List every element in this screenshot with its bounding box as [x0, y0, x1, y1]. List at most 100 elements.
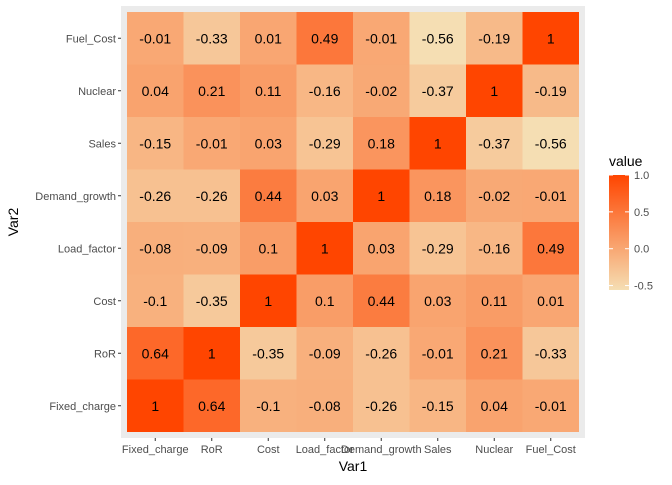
cell-value-label: -0.01: [365, 30, 397, 46]
heatmap-cell: [127, 64, 184, 117]
heatmap-cell: [353, 274, 410, 327]
cell-value-label: -0.26: [139, 188, 171, 204]
cell-value-label: 1: [208, 345, 216, 361]
cell-value-label: -0.15: [139, 135, 171, 151]
cell-value-label: 0.18: [368, 135, 395, 151]
cell-value-label: -0.26: [365, 345, 397, 361]
cell-value-label: -0.16: [309, 83, 341, 99]
heatmap-cell: [409, 379, 466, 432]
y-tick-label: Sales: [88, 138, 116, 150]
heatmap-cell: [409, 274, 466, 327]
heatmap-cell: [522, 327, 579, 380]
heatmap-cell: [127, 169, 184, 222]
cell-value-label: -0.01: [139, 30, 171, 46]
y-axis-ticks: Fixed_charge RoR Cost Load_factor Demand_gro…: [35, 33, 121, 413]
heatmap-cell: [522, 379, 579, 432]
heatmap-cell: [183, 222, 240, 275]
cell-value-label: 0.11: [481, 293, 507, 309]
y-tick-label: Load_factor: [58, 243, 116, 255]
cell-value-label: 0.01: [537, 293, 564, 309]
cell-value-label: 0.1: [259, 240, 279, 256]
cell-value-label: -0.56: [535, 135, 567, 151]
cell-value-label: -0.01: [535, 188, 567, 204]
heatmap-cell: [466, 117, 523, 170]
cell-value-label: 0.11: [255, 83, 281, 99]
heatmap-cell: [240, 12, 297, 65]
legend-tick-label: 0.0: [634, 244, 649, 256]
cell-value-label: -0.35: [196, 293, 228, 309]
heatmap-cell: [240, 64, 297, 117]
heatmap-cell: [296, 379, 353, 432]
legend-ticks: 1.0 0.5 0.0 -0.5: [609, 170, 653, 293]
cell-value-label: 1: [377, 188, 385, 204]
cell-value-label: -0.08: [139, 240, 171, 256]
cell-value-label: 1: [547, 30, 555, 46]
heatmap-cell: [127, 379, 184, 432]
cell-value-label: 0.64: [142, 345, 169, 361]
legend-colorbar: [609, 175, 629, 290]
cell-value-label: -0.19: [535, 83, 567, 99]
y-tick-label: Cost: [93, 296, 116, 308]
heatmap-cell: [296, 64, 353, 117]
cell-value-label: 0.44: [368, 293, 395, 309]
heatmap-cell: [409, 117, 466, 170]
cell-value-label: -0.01: [422, 345, 454, 361]
heatmap-cell: [522, 274, 579, 327]
cell-value-label: -0.29: [309, 135, 341, 151]
heatmap-cell: [466, 222, 523, 275]
x-tick-label: Cost: [257, 444, 280, 456]
heatmap-cell: [353, 222, 410, 275]
heatmap-cell: [409, 222, 466, 275]
legend-tick-label: 1.0: [634, 170, 649, 182]
cell-value-label: 0.03: [424, 293, 451, 309]
cell-value-label: -0.01: [535, 398, 567, 414]
cell-value-label: 1: [434, 135, 442, 151]
cell-value-label: -0.35: [252, 345, 284, 361]
heatmap-cell: [466, 379, 523, 432]
heatmap-cell: [409, 12, 466, 65]
x-tick-label: Sales: [424, 444, 452, 456]
heatmap-cell: [466, 327, 523, 380]
heatmap-cell: [353, 64, 410, 117]
x-axis-title: Var1: [339, 458, 368, 474]
heatmap-cell: [183, 12, 240, 65]
heatmap-cell: [183, 327, 240, 380]
y-tick-label: Fuel_Cost: [66, 33, 116, 45]
cell-value-label: -0.26: [365, 398, 397, 414]
heatmap-cell: [466, 64, 523, 117]
cell-value-label: -0.29: [422, 240, 454, 256]
cell-value-label: 1: [264, 293, 272, 309]
cell-value-label: 1: [321, 240, 329, 256]
cell-value-label: 0.03: [255, 135, 282, 151]
heatmap-cell-labels: 1 0.64 -0.1 -0.08 -0.26 -0.15 0.04 -0.01 0.64 1 -0…: [139, 30, 567, 414]
cell-value-label: -0.02: [478, 188, 510, 204]
heatmap-cell: [240, 274, 297, 327]
legend-tick-label: 0.5: [634, 207, 649, 219]
cell-value-label: -0.1: [256, 398, 280, 414]
cell-value-label: 0.03: [311, 188, 338, 204]
cell-value-label: -0.1: [143, 293, 167, 309]
cell-value-label: -0.56: [422, 30, 454, 46]
heatmap-cell: [353, 169, 410, 222]
heatmap-cell: [466, 169, 523, 222]
cell-value-label: -0.09: [309, 345, 341, 361]
x-tick-label: RoR: [201, 444, 223, 456]
y-tick-label: Nuclear: [78, 86, 116, 98]
heatmap-cell: [296, 12, 353, 65]
cell-value-label: -0.19: [478, 30, 510, 46]
cell-value-label: 0.64: [198, 398, 225, 414]
cell-value-label: -0.09: [196, 240, 228, 256]
heatmap-cell: [240, 379, 297, 432]
heatmap-cell: [522, 169, 579, 222]
heatmap-cell: [409, 327, 466, 380]
cell-value-label: -0.15: [422, 398, 454, 414]
heatmap-cell: [522, 12, 579, 65]
y-tick-label: Demand_growth: [35, 191, 116, 203]
x-axis-ticks: Fixed_charge RoR Cost Load_factorDemand_gro…: [122, 438, 576, 456]
y-tick-label: Fixed_charge: [49, 401, 116, 413]
heatmap-cell: [183, 169, 240, 222]
heatmap-cell: [409, 169, 466, 222]
cell-value-label: -0.01: [196, 135, 228, 151]
heatmap-cell: [466, 12, 523, 65]
